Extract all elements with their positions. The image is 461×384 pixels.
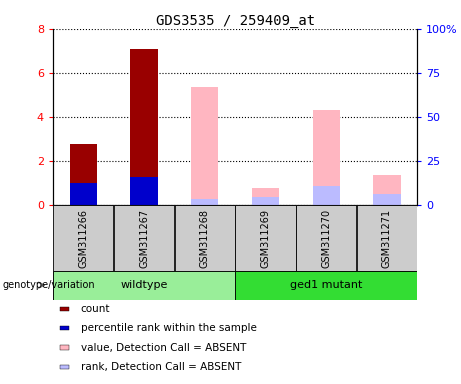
Bar (60, 307, 70, 311)
Bar (191, 87, 219, 205)
Text: percentile rank within the sample: percentile rank within the sample (81, 323, 257, 333)
Bar (252, 197, 279, 205)
Bar (53, 271, 235, 300)
Text: rank, Detection Call = ABSENT: rank, Detection Call = ABSENT (81, 362, 241, 372)
Text: wildtype: wildtype (120, 280, 168, 290)
Bar (130, 49, 158, 205)
Title: GDS3535 / 259409_at: GDS3535 / 259409_at (155, 14, 315, 28)
Text: GSM311269: GSM311269 (260, 209, 271, 268)
Bar (236, 205, 296, 271)
Bar (130, 177, 158, 205)
Bar (70, 184, 97, 205)
Bar (60, 346, 70, 349)
Bar (373, 194, 401, 205)
Text: count: count (81, 304, 110, 314)
Bar (175, 205, 235, 271)
Bar (296, 205, 356, 271)
Text: GSM311271: GSM311271 (382, 209, 392, 268)
Bar (191, 199, 219, 205)
Bar (60, 365, 70, 369)
Bar (236, 271, 417, 300)
Bar (357, 205, 417, 271)
Bar (373, 174, 401, 205)
Bar (313, 111, 340, 205)
Text: GSM311270: GSM311270 (321, 209, 331, 268)
Bar (313, 186, 340, 205)
Bar (60, 326, 70, 330)
Text: GSM311268: GSM311268 (200, 209, 210, 268)
Text: ged1 mutant: ged1 mutant (290, 280, 362, 290)
Text: genotype/variation: genotype/variation (2, 280, 95, 290)
Bar (53, 205, 113, 271)
Bar (252, 188, 279, 205)
Text: GSM311267: GSM311267 (139, 209, 149, 268)
Text: GSM311266: GSM311266 (78, 209, 89, 268)
Text: value, Detection Call = ABSENT: value, Detection Call = ABSENT (81, 343, 246, 353)
Bar (114, 205, 174, 271)
Bar (70, 144, 97, 205)
